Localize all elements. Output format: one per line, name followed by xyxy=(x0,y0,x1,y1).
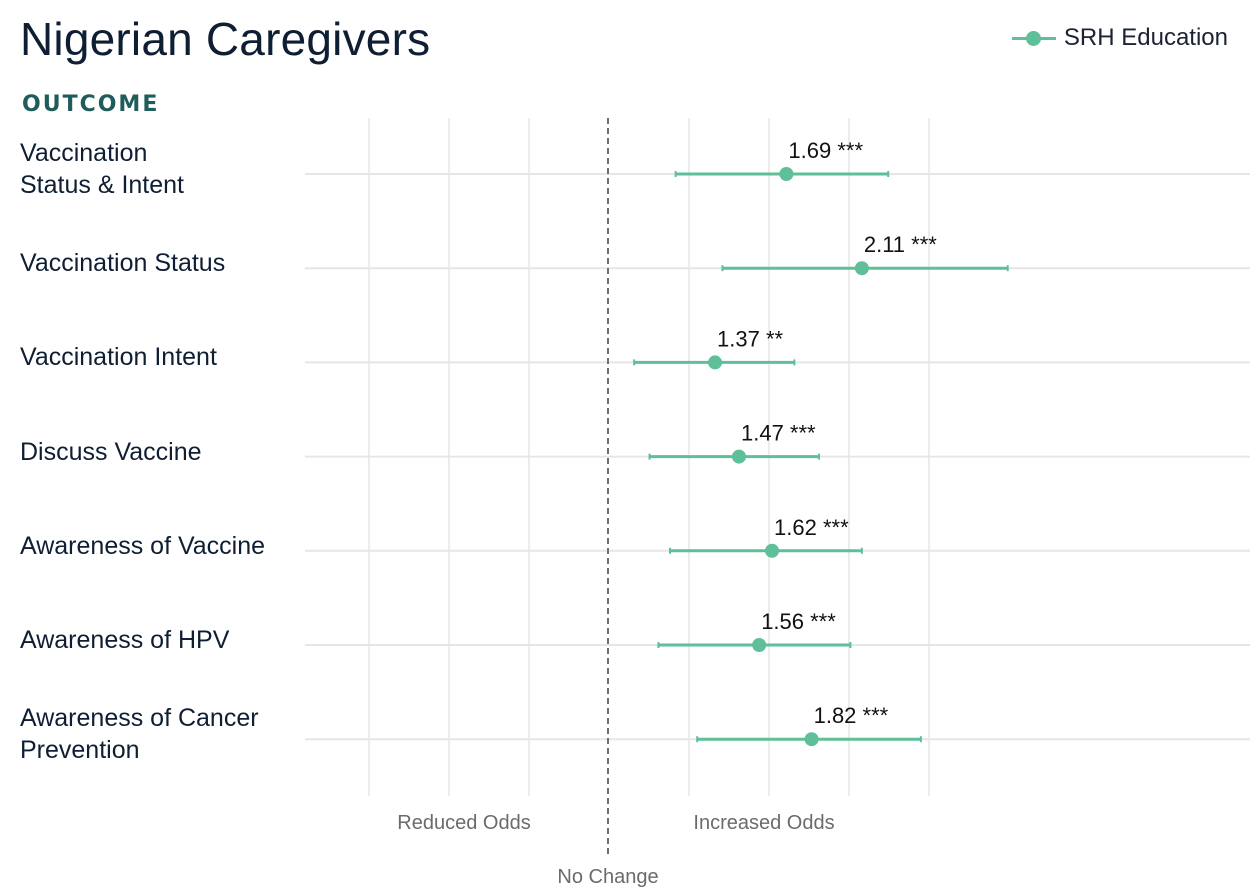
row-label-line: Vaccination Intent xyxy=(20,343,217,372)
row-label-line: Vaccination Status xyxy=(20,249,226,278)
point-annotation-3: 1.47 *** xyxy=(741,421,816,446)
row-label-6: Awareness of Cancer Prevention xyxy=(20,702,310,766)
row-label-line: Prevention xyxy=(20,736,140,765)
row-label-2: Vaccination Intent xyxy=(20,341,310,373)
point-2 xyxy=(708,355,723,370)
chart-title: Nigerian Caregivers xyxy=(20,13,431,65)
point-annotation-6: 1.82 *** xyxy=(814,703,889,728)
point-5 xyxy=(752,638,767,652)
x-annotation-increased: Increased Odds xyxy=(693,812,834,834)
row-label-5: Awareness of HPV xyxy=(20,624,310,656)
row-label-line: Awareness of HPV xyxy=(20,626,230,654)
x-annotation-reduced: Reduced Odds xyxy=(397,812,530,834)
point-annotation-2: 1.37 ** xyxy=(717,326,783,351)
row-label-line: Discuss Vaccine xyxy=(20,437,202,466)
point-annotation-0: 1.69 *** xyxy=(788,138,863,163)
row-labels: Vaccination Status & Intent Vaccination St… xyxy=(0,0,300,896)
x-annotation-no-change: No Change xyxy=(557,866,658,888)
point-4 xyxy=(765,543,780,558)
legend-swatch xyxy=(1011,28,1056,48)
row-label-line: Status & Intent xyxy=(20,171,184,199)
row-label-line: Awareness of Cancer xyxy=(20,704,259,733)
point-3 xyxy=(731,449,746,464)
point-1 xyxy=(854,261,869,276)
point-6 xyxy=(804,732,819,747)
row-label-0: Vaccination Status & Intent xyxy=(20,137,310,201)
outcome-header: OUTCOME xyxy=(22,92,160,117)
point-annotation-5: 1.56 *** xyxy=(761,609,836,634)
row-label-3: Discuss Vaccine xyxy=(20,436,310,468)
row-label-line: Vaccination xyxy=(20,139,148,167)
row-label-1: Vaccination Status xyxy=(20,247,310,279)
row-label-4: Awareness of Vaccine xyxy=(20,530,310,562)
legend-label: SRH Education xyxy=(1063,24,1228,51)
legend: SRH Education xyxy=(1011,24,1228,52)
row-label-line: Awareness of Vaccine xyxy=(20,531,266,560)
point-annotation-1: 2.11 *** xyxy=(864,232,937,257)
point-0 xyxy=(779,167,794,181)
point-annotation-4: 1.62 *** xyxy=(774,515,849,540)
